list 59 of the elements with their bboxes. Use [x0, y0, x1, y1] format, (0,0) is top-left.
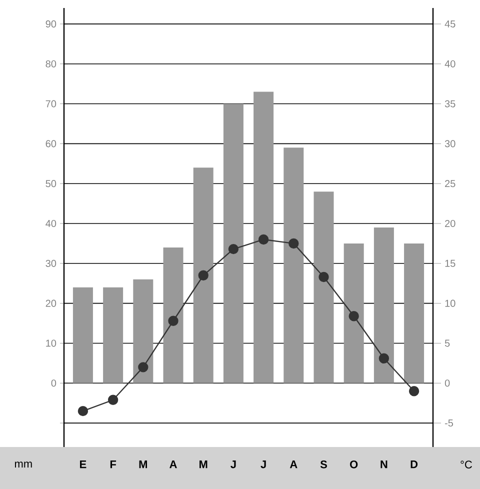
bar — [344, 243, 364, 384]
x-tick-label: D — [410, 460, 418, 468]
point — [408, 386, 420, 396]
y-tick-label: 90 — [46, 20, 56, 28]
y-axis-title: mm — [14, 462, 32, 468]
point — [288, 238, 299, 249]
y2-tick-label: 5 — [444, 340, 450, 347]
y-tick-label: 70 — [46, 100, 56, 108]
x-tick-label: M — [200, 460, 208, 468]
x-tick-label: F — [110, 460, 116, 468]
x-tick-label: J — [260, 460, 266, 468]
bar — [254, 92, 274, 384]
y-tick-label: 50 — [46, 180, 56, 188]
bar — [284, 148, 304, 384]
point — [318, 272, 329, 282]
point — [138, 362, 148, 372]
bar — [223, 104, 244, 384]
point — [78, 406, 88, 416]
y2-tick-label: 25 — [445, 180, 456, 188]
y2-tick-label: -5 — [444, 420, 454, 427]
x-tick-label: E — [80, 460, 86, 468]
point — [348, 310, 359, 322]
y-tick-label: 0 — [51, 380, 56, 387]
y2-tick-label: 45 — [444, 20, 456, 28]
point — [198, 270, 208, 280]
y-tick-label: 40 — [46, 220, 56, 228]
y-tick-label: 60 — [46, 140, 56, 148]
x-tick-label: S — [320, 460, 327, 468]
x-tick-label: O — [350, 460, 358, 468]
x-tick-label: J — [230, 460, 236, 468]
bar — [133, 279, 154, 384]
y2-tick-label: 15 — [445, 260, 456, 267]
bar — [103, 287, 124, 384]
bar — [163, 247, 184, 384]
bar — [404, 243, 424, 384]
y2-tick-label: 20 — [445, 220, 456, 228]
y2-tick-label: 40 — [444, 60, 456, 68]
bar — [193, 168, 214, 384]
y2-tick-label: 0 — [444, 380, 450, 387]
y-tick-label: 30 — [46, 260, 56, 267]
x-tick-label: M — [139, 460, 147, 468]
point — [168, 316, 178, 326]
x-tick-label: A — [170, 460, 177, 468]
y-tick-label: 20 — [46, 300, 56, 307]
x-tick-label: A — [290, 460, 298, 468]
y-tick-label: 80 — [46, 60, 56, 68]
y2-tick-label: 30 — [444, 140, 456, 148]
bar — [374, 227, 394, 384]
bar — [314, 192, 334, 384]
point — [378, 353, 390, 364]
point — [258, 234, 269, 245]
bar — [72, 287, 93, 384]
point — [228, 244, 239, 254]
point — [108, 394, 118, 406]
x-tick-label: N — [380, 460, 388, 468]
y-tick-label: 10 — [46, 340, 56, 347]
y2-tick-label: 10 — [445, 300, 456, 307]
y2-tick-label: 35 — [444, 100, 456, 108]
y2-axis-title: °C — [460, 460, 472, 468]
